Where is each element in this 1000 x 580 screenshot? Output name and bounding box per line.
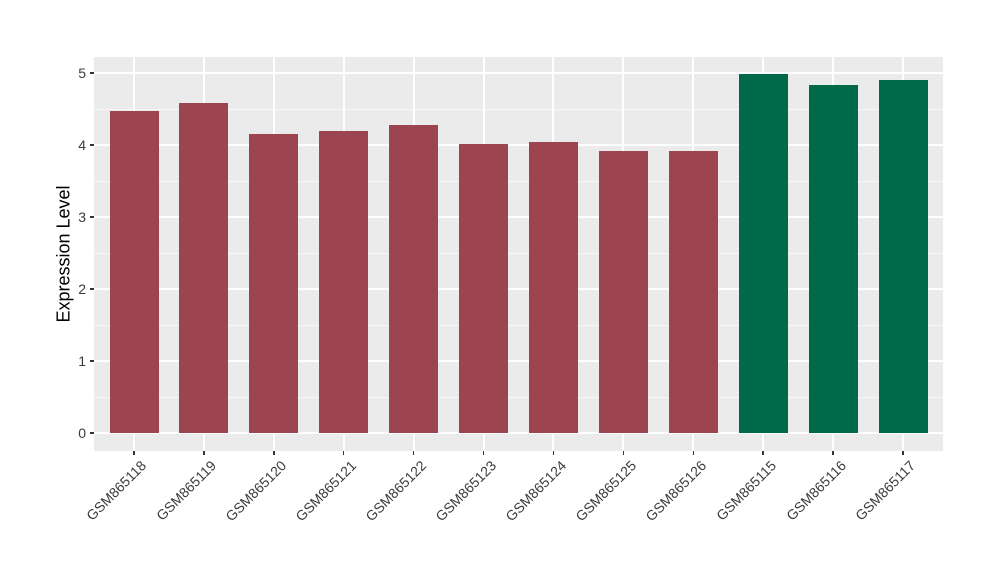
bar: [738, 73, 788, 433]
x-axis-tick-label: GSM865121: [292, 457, 360, 525]
x-axis-tick-label: GSM865118: [83, 457, 150, 524]
x-tick-mark: [692, 451, 695, 455]
y-tick-mark: [90, 216, 94, 218]
gridline-minor-horizontal: [94, 108, 943, 110]
gridline-major-horizontal: [94, 432, 943, 434]
y-tick-mark: [90, 288, 94, 290]
x-axis-tick-label: GSM865120: [222, 457, 290, 525]
y-axis-tick-label: 3: [78, 209, 86, 225]
y-axis-tick-label: 2: [78, 281, 86, 297]
x-tick-mark: [342, 451, 345, 455]
y-tick-mark: [90, 144, 94, 146]
y-tick-mark: [90, 72, 94, 74]
x-tick-mark: [832, 451, 834, 455]
gridline-major-horizontal: [94, 360, 943, 362]
y-axis-tick-label: 4: [78, 137, 86, 153]
x-axis-tick-label: GSM865115: [712, 457, 779, 524]
x-axis-tick-label: GSM865126: [641, 457, 709, 525]
bar: [808, 84, 858, 433]
x-axis-tick-label: GSM865123: [432, 457, 500, 525]
gridline-major-horizontal: [94, 216, 943, 218]
y-axis-title: Expression Level: [53, 185, 74, 323]
x-axis-tick-label: GSM865119: [153, 457, 220, 524]
gridline-minor-horizontal: [94, 324, 943, 326]
gridline-major-horizontal: [94, 144, 943, 146]
bar: [389, 124, 439, 433]
x-tick-mark: [133, 451, 135, 455]
x-tick-mark: [762, 451, 764, 455]
x-tick-mark: [482, 451, 485, 455]
gridline-major-horizontal: [94, 288, 943, 290]
bar: [459, 143, 509, 433]
y-axis-tick-label: 0: [78, 425, 86, 441]
y-axis-tick-label: 1: [78, 353, 86, 369]
bar: [528, 142, 578, 433]
x-axis-tick-label: GSM865116: [782, 457, 849, 524]
gridline-minor-horizontal: [94, 396, 943, 398]
x-axis-tick-label: GSM865117: [852, 457, 919, 524]
x-tick-mark: [273, 451, 275, 455]
bar: [109, 111, 159, 433]
gridline-minor-horizontal: [94, 180, 943, 182]
x-axis-tick-label: GSM865125: [572, 457, 639, 525]
x-axis-tick-label: GSM865122: [362, 457, 430, 525]
x-tick-mark: [203, 451, 205, 455]
y-tick-mark: [90, 432, 94, 434]
y-tick-mark: [90, 360, 94, 362]
x-tick-mark: [902, 451, 904, 455]
bar: [319, 130, 369, 433]
bar: [179, 103, 229, 433]
plot-panel: [94, 57, 943, 451]
x-tick-mark: [412, 451, 415, 455]
x-axis-tick-label: GSM865124: [502, 457, 570, 525]
y-axis-tick-label: 5: [78, 65, 86, 81]
bar: [598, 151, 648, 433]
bar: [249, 134, 299, 433]
bar: [878, 80, 928, 433]
bar: [668, 151, 718, 433]
gridline-major-horizontal: [94, 72, 943, 74]
x-tick-mark: [622, 451, 625, 455]
x-tick-mark: [552, 451, 555, 455]
gridline-minor-horizontal: [94, 252, 943, 254]
